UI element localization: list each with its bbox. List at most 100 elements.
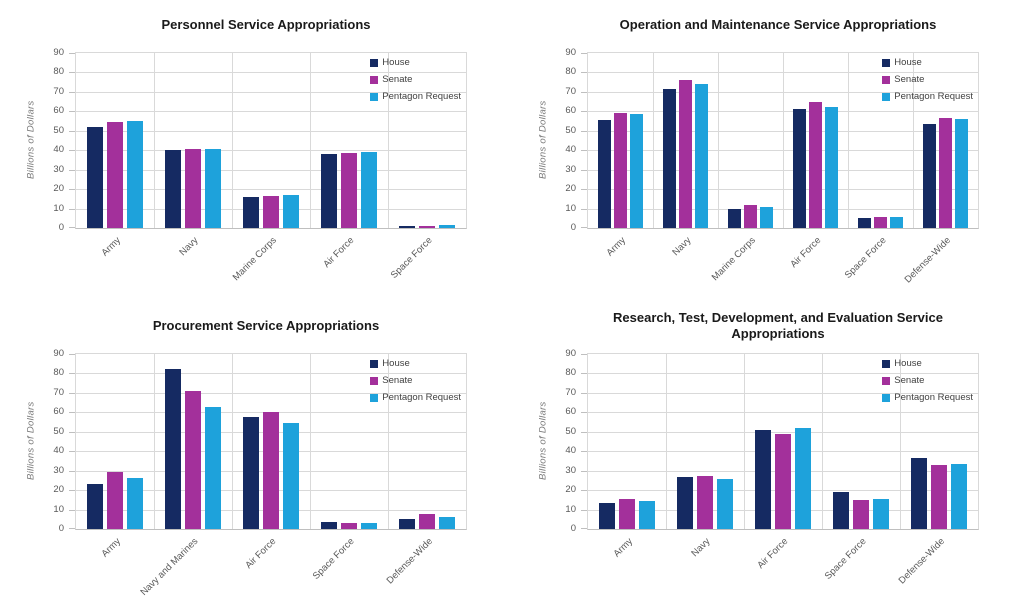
y-axis-tick [581, 72, 587, 74]
y-tick-label: 70 [53, 386, 64, 398]
y-tick-label: 40 [53, 445, 64, 457]
bar-pentagon-request-air-force [283, 423, 299, 529]
y-axis-tick [581, 509, 587, 511]
bar-house-army [599, 502, 615, 529]
gridline-horizontal [76, 111, 466, 113]
bar-senate-navy [185, 149, 201, 228]
chart-personnel: Personnel Service Appropriations Billion… [0, 0, 512, 301]
x-category-label-text: Army [611, 536, 635, 560]
bar-pentagon-request-navy [695, 84, 708, 228]
bar-pentagon-request-army [127, 121, 143, 228]
bar-senate-navy-and-marines [185, 391, 201, 529]
x-category-label-text: Space Force [822, 536, 869, 582]
x-category-label-text: Air Force [755, 536, 791, 572]
bar-house-navy-and-marines [165, 369, 181, 529]
legend: House Senate Pentagon Request [370, 56, 461, 107]
y-tick-label: 70 [565, 85, 576, 97]
y-axis-tick [69, 150, 75, 152]
gridline-horizontal [76, 72, 466, 74]
legend-item-senate: Senate [882, 374, 973, 387]
y-axis-tick [581, 431, 587, 433]
bar-pentagon-request-space-force [890, 216, 903, 228]
y-tick-label: 90 [565, 47, 576, 58]
plot-area: 0 10 20 30 40 50 60 70 80 90 Army Navy Air Force Spac… [565, 348, 979, 586]
y-axis-tick [69, 373, 75, 375]
legend-label: Senate [894, 74, 925, 85]
legend-swatch-senate-icon [882, 75, 891, 84]
legend-label: Senate [894, 375, 925, 386]
legend-item-house: House [882, 56, 973, 69]
y-axis-tick [69, 470, 75, 472]
bar-pentagon-request-space-force [361, 522, 377, 529]
y-tick-label: 20 [565, 183, 576, 195]
bar-senate-marine-corps [744, 205, 757, 228]
x-category-label-text: Army [99, 536, 123, 560]
y-tick-label: 90 [53, 47, 64, 58]
y-tick-label: 40 [53, 144, 64, 156]
bar-house-air-force [321, 154, 337, 228]
bar-senate-space-force [874, 216, 887, 228]
gridline-horizontal [588, 431, 978, 433]
bar-senate-air-force [341, 152, 357, 228]
bar-house-air-force [243, 417, 259, 529]
y-axis-tick [581, 189, 587, 191]
bar-house-air-force [793, 109, 806, 228]
y-axis-tick [69, 528, 75, 529]
chart-title: Research, Test, Development, and Evaluat… [542, 303, 1014, 349]
y-tick-label: 60 [53, 105, 64, 117]
legend-item-house: House [370, 357, 461, 370]
y-axis-tick [581, 490, 587, 492]
chart-title-text: Personnel Service Appropriations [161, 16, 371, 32]
bar-house-navy [663, 88, 676, 228]
bar-senate-marine-corps [263, 195, 279, 228]
legend-label: Pentagon Request [382, 91, 461, 102]
y-axis-tick [581, 412, 587, 414]
y-axis-tick [69, 130, 75, 132]
gridline-vertical [744, 354, 745, 529]
y-axis-tick [69, 392, 75, 394]
bar-house-army [598, 119, 611, 228]
x-category-label-text: Space Force [388, 235, 435, 281]
y-tick-label: 70 [53, 85, 64, 97]
y-axis-tick [69, 509, 75, 511]
legend-label: Pentagon Request [382, 392, 461, 403]
bar-pentagon-request-navy [717, 478, 733, 529]
x-category-label-text: Navy [689, 536, 713, 560]
y-tick-label: 50 [53, 124, 64, 136]
gridline-vertical [310, 354, 311, 529]
gridline-horizontal [588, 392, 978, 394]
bar-house-navy [677, 476, 693, 529]
legend-swatch-senate-icon [370, 75, 379, 84]
bar-pentagon-request-army [127, 478, 143, 529]
bar-pentagon-request-navy [205, 149, 221, 228]
bar-house-defense-wide [911, 458, 927, 529]
gridline-vertical [388, 354, 389, 529]
bar-pentagon-request-navy-and-marines [205, 406, 221, 529]
y-tick-label: 60 [565, 406, 576, 418]
y-axis-tick [69, 169, 75, 171]
x-category-label-text: Defense-Wide [896, 536, 947, 587]
gridline-horizontal [76, 189, 466, 191]
y-tick-label: 70 [565, 386, 576, 398]
y-axis-tick [581, 451, 587, 453]
legend-item-senate: Senate [882, 73, 973, 86]
legend-swatch-house-icon [882, 359, 891, 368]
y-tick-label: 40 [565, 144, 576, 156]
bar-house-space-force [833, 492, 849, 529]
bar-senate-navy [697, 475, 713, 529]
bar-house-navy [165, 150, 181, 228]
gridline-vertical [653, 53, 654, 228]
y-axis-tick [69, 431, 75, 433]
x-category-label-text: Marine Corps [230, 235, 279, 284]
legend-label: House [894, 57, 922, 68]
y-tick-label: 80 [565, 66, 576, 78]
bar-senate-defense-wide [419, 513, 435, 529]
legend-swatch-pentagon-request-icon [882, 92, 891, 101]
bar-house-defense-wide [923, 124, 936, 228]
y-axis-tick [69, 111, 75, 113]
bar-senate-defense-wide [939, 117, 952, 228]
bar-house-army [87, 484, 103, 529]
legend-swatch-house-icon [370, 359, 379, 368]
y-tick-label: 40 [565, 445, 576, 457]
